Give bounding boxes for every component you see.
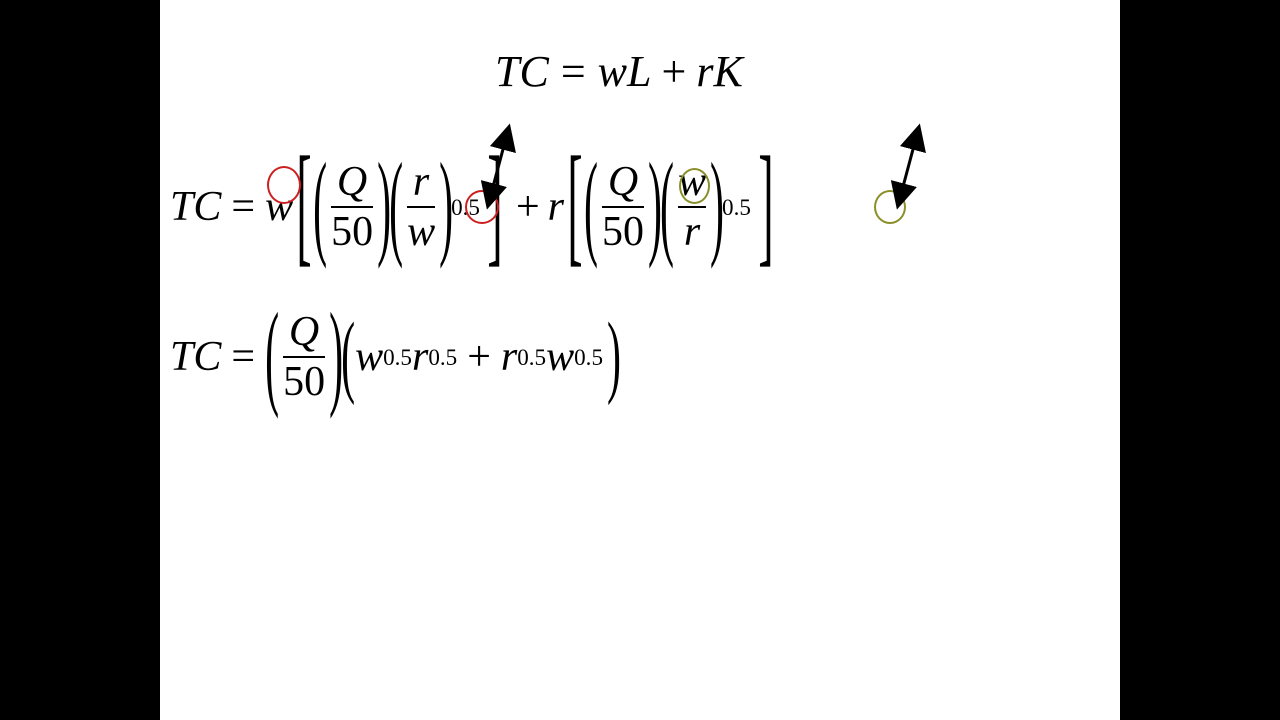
eq3-r2: r: [501, 333, 517, 381]
eq2-q2-den: 50: [602, 210, 644, 254]
eq2-rw-num: r: [413, 160, 429, 204]
eq2-rw-bar: [407, 206, 435, 208]
eq1-L: L: [627, 46, 651, 97]
eq2-equals: =: [231, 183, 255, 231]
eq2-rparen-wr2: ): [710, 140, 724, 274]
eq3-q-num: Q: [289, 310, 319, 354]
circle-olive-r-outer: [679, 168, 710, 204]
eq3-plus: +: [467, 333, 491, 381]
eq2-rbracket-2: ]: [758, 130, 773, 284]
eq2-rparen-rw1: ): [439, 140, 453, 274]
content-area: TC = w L + r K TC = w [ ( Q 50 ) ( r w )…: [160, 0, 1120, 720]
eq3-frac-q: Q 50: [283, 310, 325, 404]
eq2-wr-den: r: [684, 210, 700, 254]
eq2-lbracket-2: [: [567, 130, 582, 284]
eq1-w: w: [598, 46, 627, 97]
eq1-K: K: [713, 46, 742, 97]
eq2-lbracket-1: [: [296, 130, 311, 284]
equation-3: TC = ( Q 50 ) ( w0.5 r0.5 + r0.5 w0.5 ): [170, 310, 621, 404]
eq3-r1: r: [412, 333, 428, 381]
eq2-frac-q2: Q 50: [602, 160, 644, 254]
eq3-lparen-q: (: [265, 290, 279, 424]
circle-red-w-outer: [267, 166, 301, 204]
eq2-TC: TC: [170, 183, 221, 231]
eq3-lparen-sum: (: [341, 304, 355, 410]
eq2-q1-bar: [331, 206, 373, 208]
eq1-plus: +: [662, 46, 687, 97]
eq2-q1-den: 50: [331, 210, 373, 254]
eq2-lparen-q1: (: [313, 140, 327, 274]
eq2-q1-num: Q: [337, 160, 367, 204]
eq3-w2: w: [546, 333, 574, 381]
eq2-q2-num: Q: [608, 160, 638, 204]
eq2-lparen-wr2: (: [660, 140, 674, 274]
eq2-q2-bar: [602, 206, 644, 208]
eq3-w1: w: [355, 333, 383, 381]
eq2-r-outer: r: [548, 183, 564, 231]
arrow-double-2: [880, 120, 950, 210]
eq2-rw-den: w: [407, 210, 435, 254]
eq1-r: r: [696, 46, 713, 97]
equation-1: TC = w L + r K: [495, 46, 743, 97]
eq2-wr-bar: [678, 206, 706, 208]
eq2-lparen-q2: (: [584, 140, 598, 274]
eq3-TC: TC: [170, 333, 221, 381]
eq1-TC: TC: [495, 46, 549, 97]
eq3-q-bar: [283, 356, 325, 358]
eq1-equals: =: [561, 46, 586, 97]
eq3-q-den: 50: [283, 360, 325, 404]
eq2-frac-rw: r w: [407, 160, 435, 254]
eq2-lparen-rw1: (: [389, 140, 403, 274]
arrow-double-1: [470, 120, 540, 210]
eq3-rparen-sum: ): [607, 304, 621, 410]
eq3-equals: =: [231, 333, 255, 381]
eq2-frac-q1: Q 50: [331, 160, 373, 254]
